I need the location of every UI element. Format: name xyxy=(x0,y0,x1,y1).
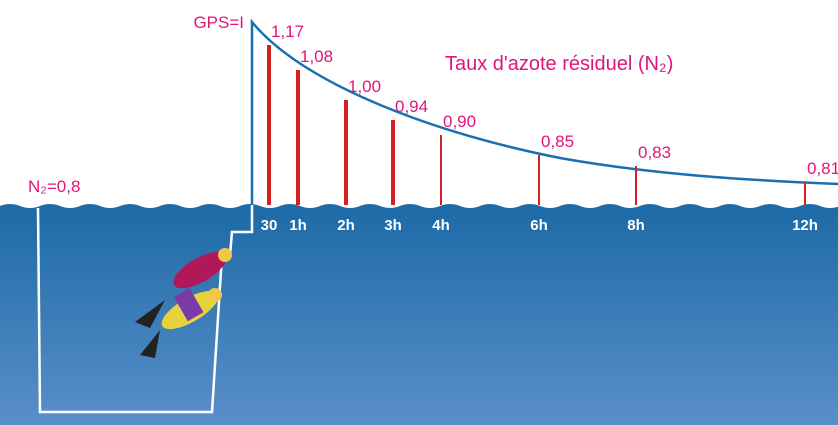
value-label: 1,00 xyxy=(348,77,381,96)
time-label: 30 xyxy=(261,217,278,234)
time-label: 1h xyxy=(289,217,307,234)
value-label: 1,17 xyxy=(271,22,304,41)
time-label: 2h xyxy=(337,217,355,234)
gps-label: GPS=I xyxy=(193,13,244,32)
start-label: N₂=0,8 xyxy=(28,177,80,196)
time-label: 6h xyxy=(530,217,548,234)
value-label: 1,08 xyxy=(300,47,333,66)
value-label: 0,81 xyxy=(807,159,838,178)
time-label: 12h xyxy=(792,217,818,234)
value-label: 0,85 xyxy=(541,132,574,151)
value-label: 0,83 xyxy=(638,143,671,162)
water xyxy=(0,204,838,425)
divers xyxy=(135,248,232,358)
title: Taux d'azote résiduel (N₂) xyxy=(445,53,673,75)
value-label: 0,94 xyxy=(395,97,428,116)
time-label: 3h xyxy=(384,217,402,234)
time-label: 4h xyxy=(432,217,450,234)
value-label: 0,90 xyxy=(443,112,476,131)
nitrogen-curve xyxy=(250,18,838,205)
time-label: 8h xyxy=(627,217,645,234)
